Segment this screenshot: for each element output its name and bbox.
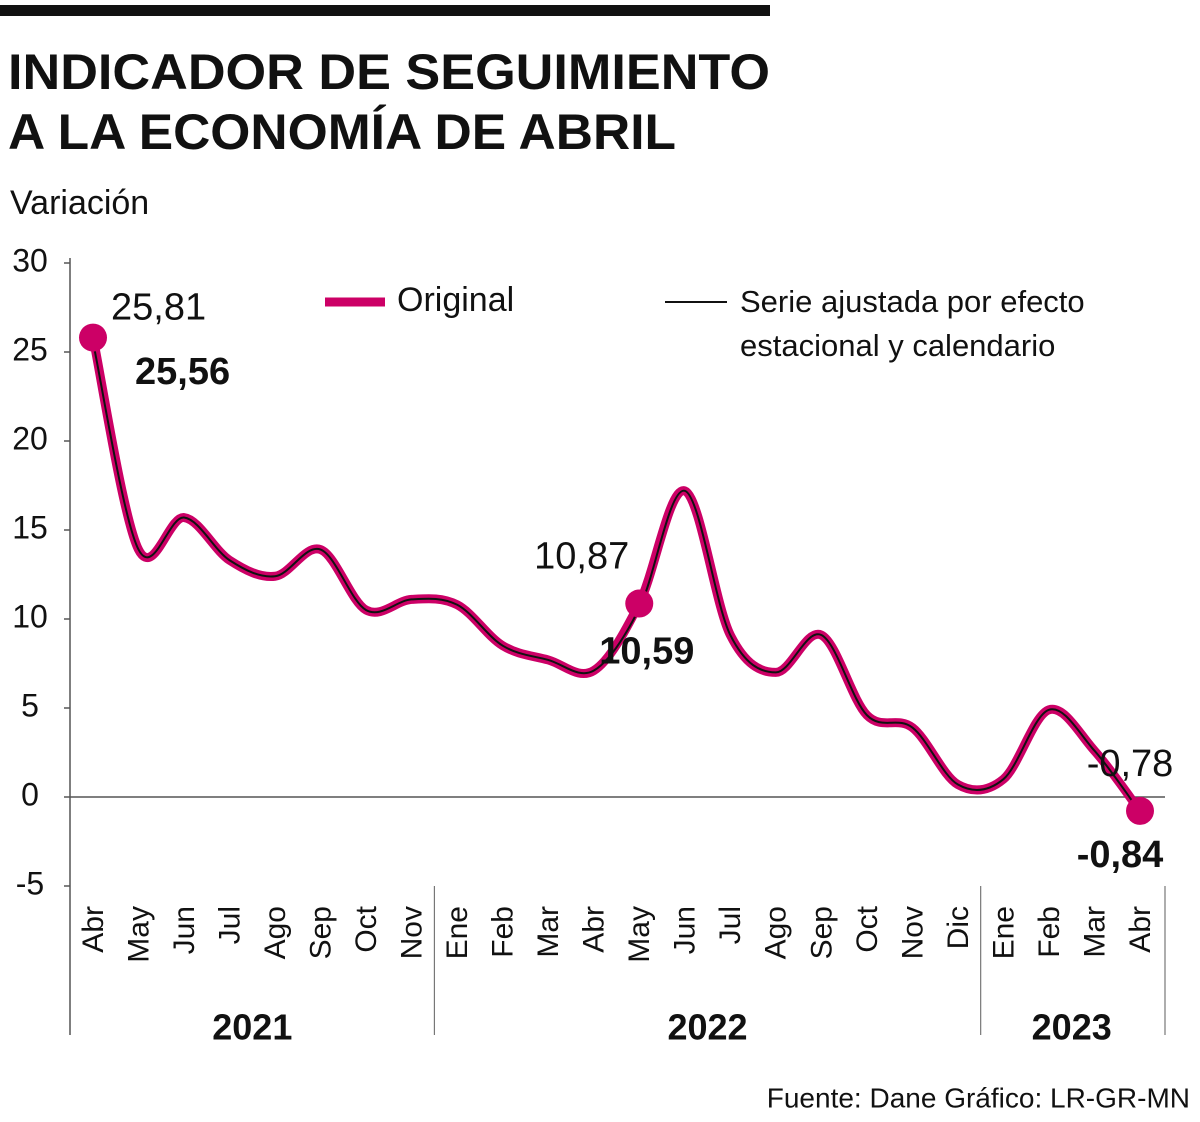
y-axis-label: Variación	[10, 184, 149, 222]
legend-label: Original	[397, 281, 514, 319]
x-tick-label: Sep	[305, 906, 338, 959]
y-tick-label: -5	[16, 865, 44, 901]
x-tick-label: Abr	[77, 906, 110, 953]
x-tick-label: May	[623, 906, 656, 963]
x-tick-label: Oct	[851, 905, 884, 952]
source: Fuente: Dane Gráfico: LR-GR-MN	[767, 1082, 1190, 1113]
y-tick-label: 20	[12, 420, 48, 456]
y-tick-label: 15	[12, 509, 48, 545]
data-label: -0,84	[1077, 834, 1164, 876]
data-label: 25,81	[111, 287, 206, 329]
x-tick-label: Ene	[441, 906, 474, 959]
x-tick-label: May	[122, 906, 155, 963]
chart-title: INDICADOR DE SEGUIMIENTO	[8, 44, 770, 100]
group-label: 2023	[1032, 1007, 1112, 1048]
x-tick-label: Jun	[669, 906, 702, 954]
x-tick-label: Nov	[396, 906, 429, 959]
x-tick-label: Nov	[896, 906, 929, 959]
x-tick-label: Abr	[1124, 906, 1157, 953]
x-tick-label: Jun	[168, 906, 201, 954]
x-tick-label: Abr	[578, 906, 611, 953]
y-tick-label: 30	[12, 242, 48, 278]
data-label: 10,59	[599, 631, 694, 673]
group-label: 2021	[212, 1007, 292, 1048]
x-tick-label: Dic	[942, 906, 975, 949]
x-tick-label: Mar	[1078, 906, 1111, 958]
top-bar	[0, 5, 770, 16]
x-tick-label: Oct	[350, 905, 383, 952]
x-tick-label: Ene	[987, 906, 1020, 959]
data-label: 10,87	[534, 536, 629, 578]
data-label: 25,56	[135, 351, 230, 393]
x-tick-label: Jul	[213, 906, 246, 944]
x-tick-label: Jul	[714, 906, 747, 944]
point	[625, 589, 654, 618]
group-label: 2022	[667, 1007, 747, 1048]
y-tick-label: 10	[12, 598, 48, 634]
x-tick-label: Feb	[1033, 906, 1066, 958]
x-tick-label: Feb	[487, 906, 520, 958]
y-tick-label: 5	[21, 687, 39, 723]
x-tick-label: Mar	[532, 906, 565, 958]
point	[79, 323, 107, 352]
x-tick-label: Ago	[259, 906, 292, 959]
y-tick-label: 25	[12, 331, 48, 367]
x-tick-label: Ago	[760, 906, 793, 959]
point	[1126, 796, 1154, 825]
series-line	[92, 341, 1141, 813]
data-label: -0,78	[1087, 743, 1174, 785]
legend-label: Serie ajustada por efecto estacional y c…	[740, 284, 1085, 363]
x-tick-label: Sep	[805, 906, 838, 959]
chart-title: A LA ECONOMÍA DE ABRIL	[8, 104, 676, 160]
y-tick-label: 0	[21, 776, 39, 812]
